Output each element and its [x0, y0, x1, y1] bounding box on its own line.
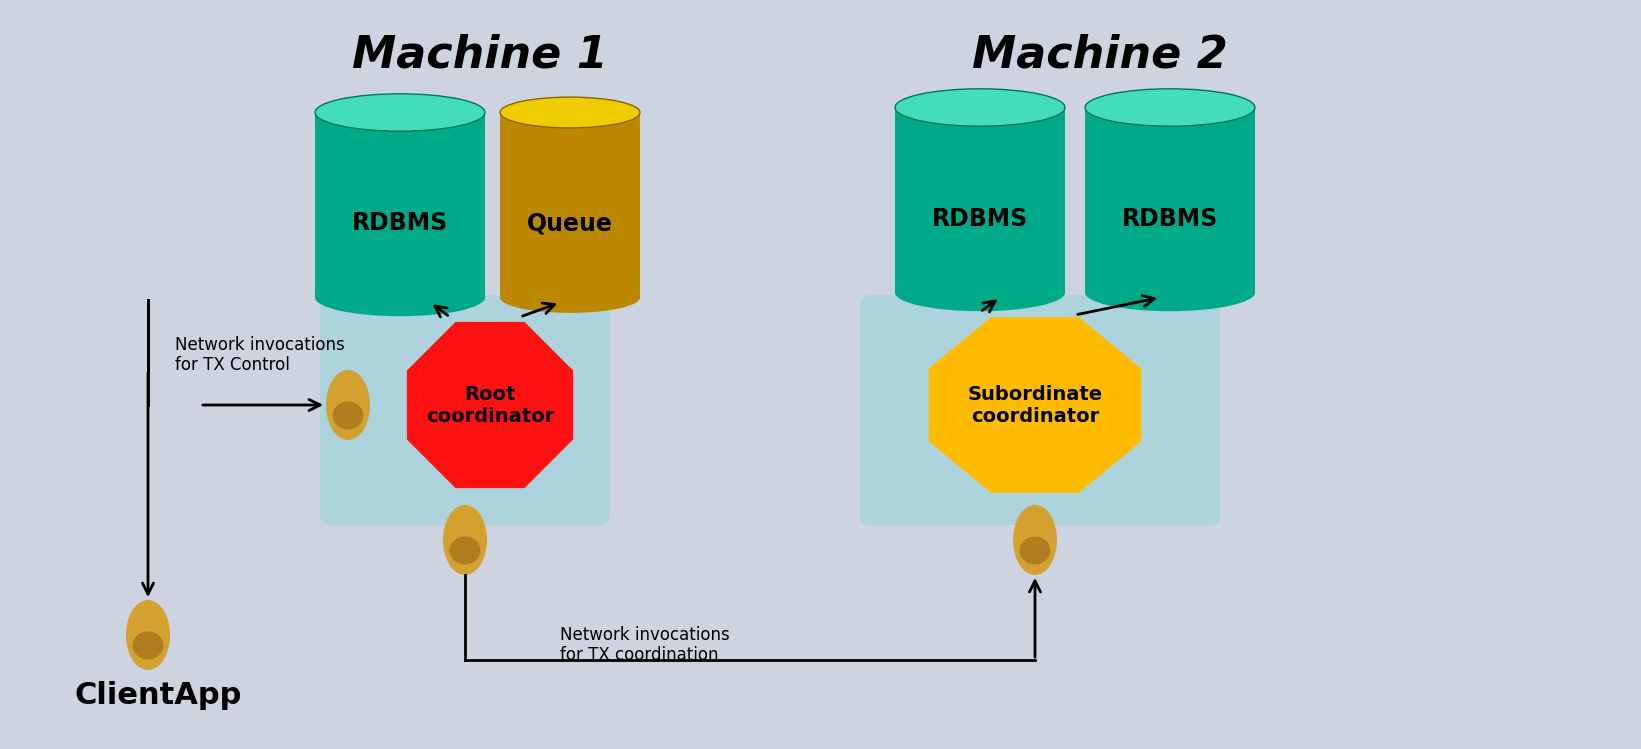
Text: Machine 1: Machine 1	[353, 34, 607, 76]
Polygon shape	[407, 322, 573, 488]
Text: Machine 2: Machine 2	[971, 34, 1227, 76]
Ellipse shape	[315, 94, 486, 131]
Ellipse shape	[315, 279, 486, 316]
Text: RDBMS: RDBMS	[1122, 207, 1218, 231]
Bar	[501, 112, 640, 297]
Text: RDBMS: RDBMS	[932, 207, 1029, 231]
Ellipse shape	[450, 536, 481, 565]
Bar	[1085, 108, 1255, 293]
Ellipse shape	[126, 600, 171, 670]
Text: Network invocations
for TX Control: Network invocations for TX Control	[176, 336, 345, 374]
Bar	[894, 108, 1065, 293]
Text: ClientApp: ClientApp	[75, 681, 243, 709]
Ellipse shape	[1085, 89, 1255, 126]
Ellipse shape	[1012, 505, 1057, 575]
Ellipse shape	[894, 89, 1065, 126]
Polygon shape	[929, 318, 1140, 493]
Ellipse shape	[333, 401, 363, 429]
Ellipse shape	[894, 274, 1065, 311]
Text: Root
coordinator: Root coordinator	[427, 384, 555, 425]
Ellipse shape	[443, 505, 487, 575]
Text: Subordinate
coordinator: Subordinate coordinator	[968, 384, 1103, 425]
Ellipse shape	[501, 97, 640, 128]
Ellipse shape	[501, 282, 640, 313]
Ellipse shape	[327, 370, 369, 440]
FancyBboxPatch shape	[860, 295, 1219, 525]
Ellipse shape	[1085, 274, 1255, 311]
Ellipse shape	[1019, 536, 1050, 565]
Text: Network invocations
for TX coordination: Network invocations for TX coordination	[560, 625, 730, 664]
FancyBboxPatch shape	[320, 295, 610, 525]
Bar	[315, 112, 486, 297]
Text: RDBMS: RDBMS	[351, 211, 448, 235]
Ellipse shape	[133, 631, 164, 660]
Text: Queue: Queue	[527, 211, 614, 235]
